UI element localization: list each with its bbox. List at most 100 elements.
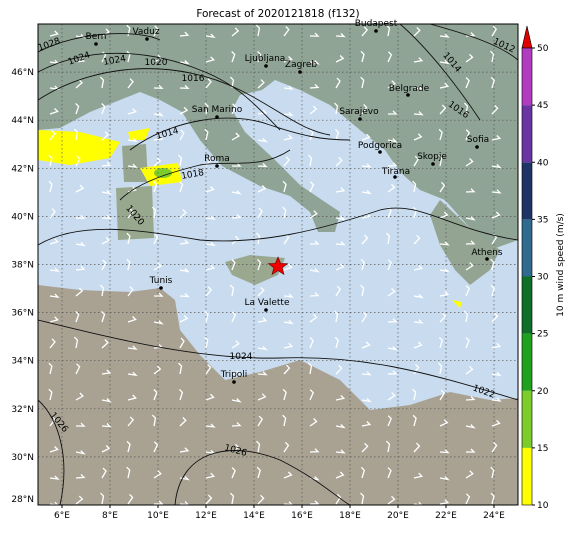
wind-barb (283, 56, 293, 63)
wind-barb (256, 466, 261, 479)
wind-barb (257, 415, 264, 427)
wind-barb (283, 319, 294, 325)
wind-barb (257, 393, 267, 401)
wind-barb (282, 180, 287, 193)
wind-barb (178, 388, 184, 401)
city-label: Vaduz (132, 27, 159, 37)
isobar (38, 319, 518, 401)
city-dot (358, 117, 362, 121)
wind-barb (231, 103, 237, 115)
wind-barb (361, 442, 369, 453)
city-dot (378, 150, 382, 154)
wind-barb (361, 189, 372, 195)
wind-barb (360, 284, 365, 297)
city-dot (232, 380, 236, 384)
wind-barb (205, 393, 215, 401)
wind-barb (360, 492, 365, 505)
wind-barb (283, 111, 294, 117)
wind-barb (439, 475, 450, 481)
wind-barb (465, 285, 470, 297)
wind-barb (309, 210, 318, 219)
wind-barb (100, 492, 105, 505)
wind-barb (229, 284, 235, 297)
wind-barb (491, 25, 498, 37)
isobar (429, 24, 518, 61)
wind-barb (385, 24, 391, 37)
wind-barb (127, 78, 134, 89)
wind-barb (387, 318, 398, 323)
wind-barb (490, 258, 495, 271)
wind-barb (283, 85, 294, 90)
wind-barb (361, 234, 369, 245)
wind-barb (205, 363, 212, 375)
wind-barbs (48, 24, 502, 505)
wind-barb (491, 442, 498, 453)
wind-barb (101, 339, 109, 349)
wind-barb (334, 336, 339, 349)
wind-barb (75, 363, 81, 375)
wind-barb (153, 262, 162, 271)
wind-barb (151, 414, 157, 427)
wind-barb (231, 132, 240, 141)
y-tick-label: 28°N (11, 495, 34, 505)
wind-barb (204, 128, 209, 141)
wind-barb (361, 371, 372, 376)
y-tick-label: 46°N (11, 68, 34, 78)
city-label: Tirana (381, 167, 410, 177)
city-label: Ljubljana (245, 54, 286, 64)
wind-barb (179, 239, 190, 245)
isobar (38, 399, 65, 505)
wind-barb (231, 370, 242, 375)
wind-barb (231, 27, 240, 37)
wind-barb (413, 341, 423, 349)
wind-barb (465, 129, 470, 141)
wind-barb (439, 449, 450, 454)
map-frame (37, 23, 519, 506)
wind-barb (229, 492, 235, 505)
wind-barb (335, 423, 346, 429)
wind-barb (49, 293, 60, 299)
wind-barb (126, 440, 131, 453)
wind-patch (452, 300, 462, 308)
wind-barb (101, 236, 111, 245)
wind-barb (335, 156, 343, 167)
wind-barb (361, 341, 371, 349)
wind-barb (153, 84, 164, 90)
y-tick-label: 40°N (11, 212, 34, 222)
x-tick-label: 6°E (54, 511, 70, 521)
wind-barb (463, 310, 469, 323)
colorbar-tick-label: 25 (537, 330, 548, 340)
wind-barb (360, 466, 366, 479)
wind-barb (361, 421, 372, 427)
city-label: Podgorica (358, 141, 402, 151)
wind-patch (128, 128, 150, 140)
wind-barb (179, 447, 190, 453)
wind-barb (257, 345, 268, 351)
wind-barb (491, 134, 502, 141)
wind-barb (283, 293, 294, 298)
wind-barb (205, 78, 212, 89)
wind-barb (49, 475, 60, 480)
x-tick-label: 12°E (195, 511, 217, 521)
wind-barb (127, 316, 137, 323)
land-sardinia (116, 186, 154, 240)
wind-barb (49, 316, 59, 323)
wind-barb (178, 362, 183, 375)
wind-barb (387, 415, 392, 427)
wind-barb (101, 131, 110, 141)
wind-barb (153, 441, 159, 453)
wind-barb (334, 128, 340, 141)
wind-barb (153, 233, 159, 245)
wind-patch (154, 168, 172, 178)
wind-barb (127, 416, 135, 427)
city-dot (215, 164, 219, 168)
wind-barb (491, 163, 502, 169)
isobar-label: 1024 (103, 54, 128, 68)
wind-barb (309, 83, 320, 89)
wind-barb (283, 156, 291, 167)
wind-barb (231, 467, 236, 479)
wind-barb (257, 317, 268, 323)
wind-barb (153, 292, 164, 297)
wind-barb (361, 163, 372, 168)
wind-barb (231, 51, 236, 63)
